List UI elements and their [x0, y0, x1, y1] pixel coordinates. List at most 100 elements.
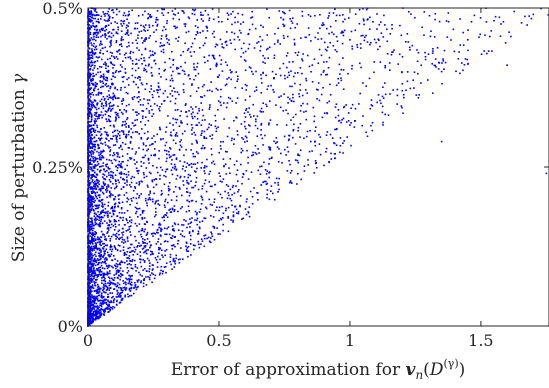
data-point [222, 230, 224, 232]
data-point [239, 206, 241, 208]
data-point [156, 89, 158, 91]
data-point [125, 15, 127, 17]
data-point [105, 308, 107, 310]
data-point [160, 139, 162, 141]
data-point [306, 80, 308, 82]
data-point [309, 34, 311, 36]
data-point [90, 261, 92, 263]
data-point [321, 94, 323, 96]
data-point [171, 245, 173, 247]
data-point [91, 191, 93, 193]
data-point [122, 155, 124, 157]
data-point [341, 80, 343, 82]
data-point [150, 17, 152, 19]
data-point [437, 47, 439, 49]
data-point [170, 208, 172, 210]
data-point [324, 42, 326, 44]
data-point [269, 100, 271, 102]
data-point [96, 135, 98, 137]
data-point [121, 46, 123, 48]
data-point [430, 30, 432, 32]
data-point [201, 97, 203, 99]
data-point [360, 47, 362, 49]
data-point [191, 84, 193, 86]
data-point [114, 221, 116, 223]
data-point [111, 236, 113, 238]
data-point [95, 279, 97, 281]
data-point [172, 10, 174, 12]
data-point [116, 296, 118, 298]
data-point [186, 227, 188, 229]
data-point [117, 260, 119, 262]
data-point [454, 51, 456, 53]
data-point [171, 90, 173, 92]
data-point [147, 185, 149, 187]
data-point [91, 125, 93, 127]
data-point [96, 151, 98, 153]
data-point [126, 260, 128, 262]
data-point [391, 54, 393, 56]
data-point [124, 287, 126, 289]
data-point [489, 36, 491, 38]
data-point [182, 168, 184, 170]
data-point [300, 150, 302, 152]
data-point [95, 221, 97, 223]
data-point [140, 25, 142, 27]
data-point [105, 239, 107, 241]
data-point [211, 91, 213, 93]
data-point [191, 221, 193, 223]
data-point [151, 88, 153, 90]
data-point [95, 319, 97, 321]
data-point [137, 216, 139, 218]
data-point [343, 140, 345, 142]
data-point [97, 169, 99, 171]
data-point [110, 196, 112, 198]
data-point [97, 182, 99, 184]
data-point [92, 255, 94, 257]
data-point [260, 111, 262, 113]
data-point [109, 88, 111, 90]
data-point [90, 21, 92, 23]
data-point [314, 141, 316, 143]
data-point [308, 14, 310, 16]
data-point [99, 197, 101, 199]
data-point [204, 62, 206, 64]
data-point [105, 25, 107, 27]
data-point [360, 43, 362, 45]
data-point [149, 14, 151, 16]
data-point [112, 194, 114, 196]
data-point [89, 184, 91, 186]
data-point [119, 135, 121, 137]
data-point [338, 120, 340, 122]
data-point [244, 141, 246, 143]
data-point [112, 72, 114, 74]
data-point [513, 11, 515, 13]
data-point [119, 202, 121, 204]
data-point [110, 221, 112, 223]
data-point [167, 12, 169, 14]
data-point [111, 187, 113, 189]
data-point [128, 174, 130, 176]
data-point [143, 283, 145, 285]
data-point [94, 282, 96, 284]
data-point [193, 163, 195, 165]
data-point [90, 249, 92, 251]
data-point [106, 222, 108, 224]
data-point [231, 140, 233, 142]
data-point [328, 67, 330, 69]
data-point [161, 190, 163, 192]
data-point [107, 80, 109, 82]
data-point [100, 311, 102, 313]
data-point [114, 21, 116, 23]
data-point [91, 105, 93, 107]
data-point [114, 229, 116, 231]
data-point [98, 194, 100, 196]
data-point [214, 198, 216, 200]
data-point [107, 294, 109, 296]
data-point [136, 170, 138, 172]
data-point [198, 110, 200, 112]
data-point [98, 264, 100, 266]
data-point [363, 18, 365, 20]
data-point [93, 174, 95, 176]
data-point [140, 280, 142, 282]
